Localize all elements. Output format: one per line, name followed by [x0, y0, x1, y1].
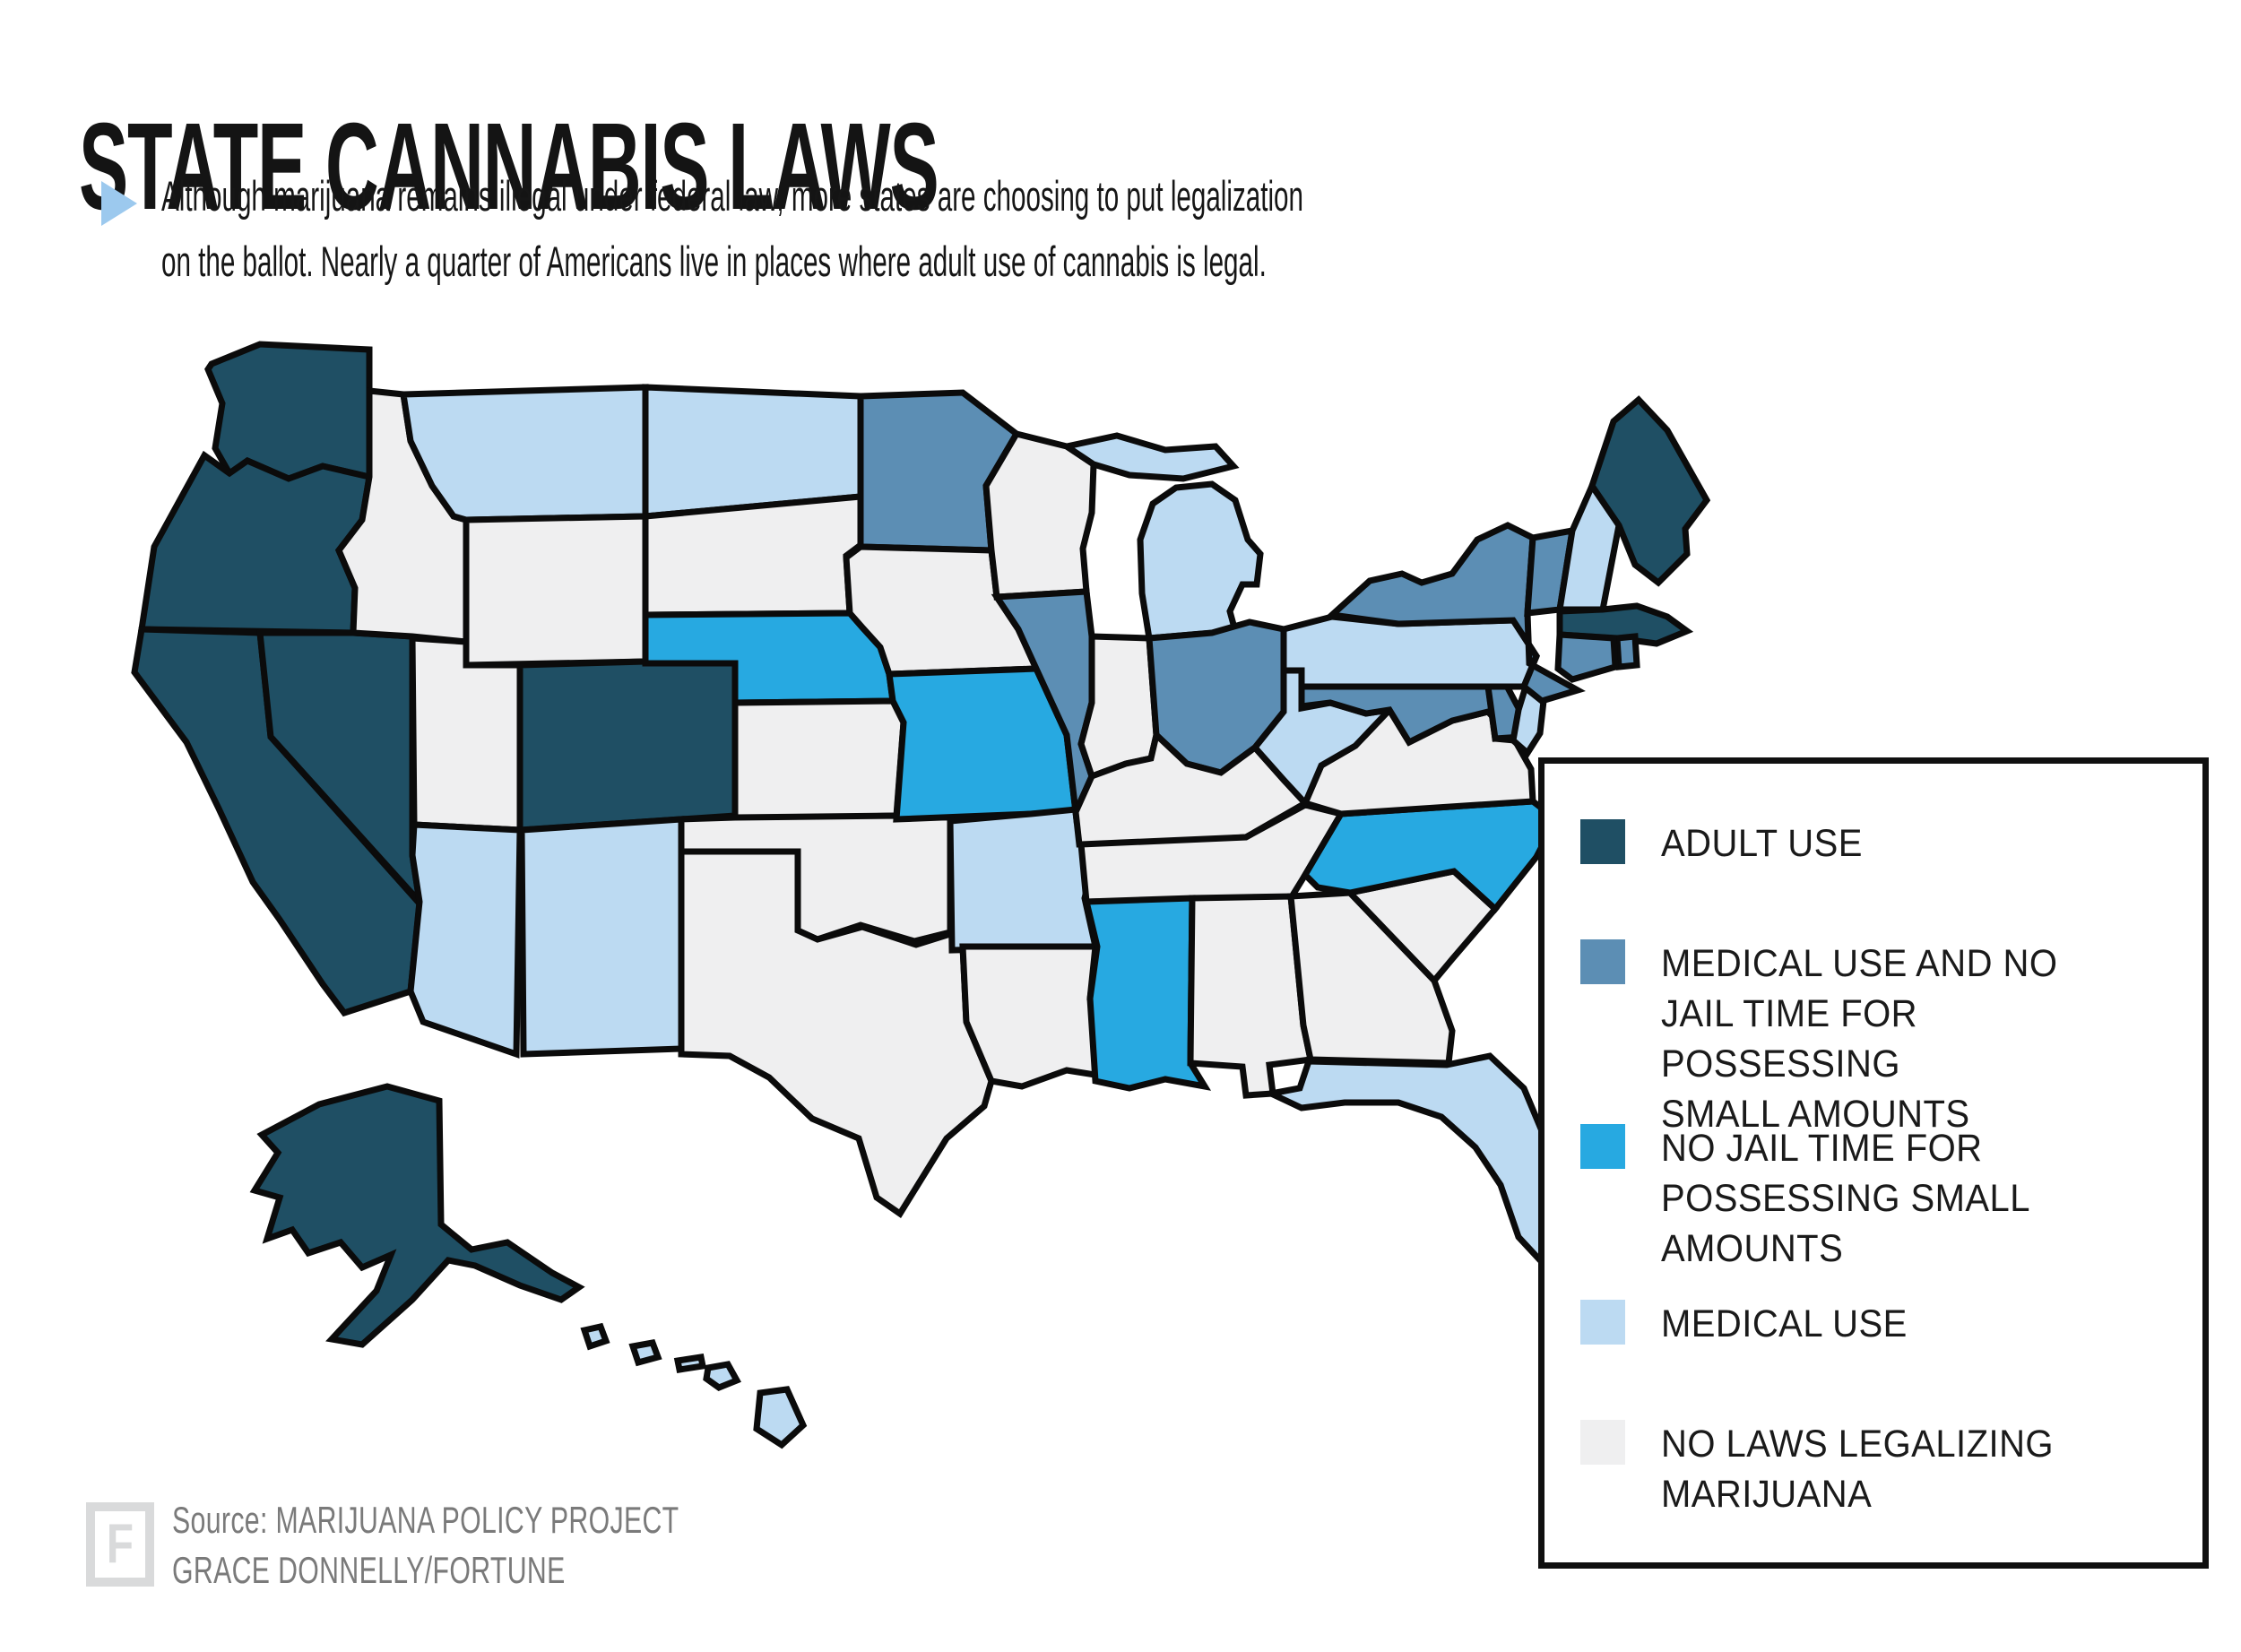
state-TX: Texas [678, 848, 995, 1218]
subtitle-line-1: Although marijuana remains illegal under… [161, 172, 1303, 220]
state-MT: Montana [399, 384, 649, 523]
legend-label-medical-decrim: MEDICAL USE AND NO JAIL TIME FOR POSSESS… [1661, 942, 2058, 1136]
state-ME: Maine [1588, 395, 1711, 587]
legend-label-decrim: NO JAIL TIME FOR POSSESSING SMALL AMOUNT… [1661, 1127, 2030, 1270]
subtitle: Although marijuana remains illegal under… [161, 163, 2223, 295]
state-MS: Mississippi [1082, 895, 1212, 1092]
state-AZ: Arizona [407, 821, 523, 1059]
legend-item-medical: MEDICAL USE [1580, 1300, 1925, 1350]
state-CO: Colorado [516, 658, 739, 834]
legend-swatch-no-laws [1580, 1420, 1625, 1465]
page-title: STATE CANNABIS LAWS [79, 98, 939, 237]
legend-item-no-laws: NO LAWS LEGALIZING MARIJUANA [1580, 1420, 2083, 1520]
source-line: Source: MARIJUANA POLICY PROJECT [172, 1499, 679, 1541]
state-NH: New Hampshire [1555, 479, 1622, 613]
credit-line: GRACE DONNELLY/FORTUNE [172, 1548, 566, 1591]
state-RI: Rhode Island [1614, 633, 1640, 670]
state-MI: Michigan [1059, 432, 1264, 642]
subtitle-line-2: on the ballot. Nearly a quarter of Ameri… [161, 238, 1267, 286]
state-WY: Wyoming [463, 513, 649, 669]
state-PA: Pennsylvania [1280, 613, 1540, 690]
state-AK: Alaska [249, 1083, 585, 1348]
legend-swatch-decrim [1580, 1124, 1625, 1169]
state-UT: Utah [409, 635, 523, 834]
state-KS: Kansas [731, 697, 907, 823]
state-NM: New Mexico [518, 816, 685, 1058]
legend-label-medical: MEDICAL USE [1661, 1302, 1908, 1345]
state-IN: Indiana [1077, 633, 1160, 781]
legend-item-medical-decrim: MEDICAL USE AND NO JAIL TIME FOR POSSESS… [1580, 939, 2202, 1140]
map-legend: ADULT USE MEDICAL USE AND NO JAIL TIME F… [1538, 757, 2209, 1569]
legend-swatch-medical-decrim [1580, 939, 1625, 984]
state-WI: Wisconsin [982, 429, 1097, 601]
state-WA: Washington [204, 341, 373, 482]
fortune-logo-letter: F [106, 1513, 134, 1575]
us-choropleth-map: WashingtonOregonCaliforniaNevadaIdahoMon… [54, 314, 1757, 1452]
state-HI: Hawaii [580, 1322, 808, 1449]
state-CT: Connecticut [1554, 631, 1619, 683]
fortune-logo: F [86, 1502, 154, 1587]
legend-item-decrim: NO JAIL TIME FOR POSSESSING SMALL AMOUNT… [1580, 1124, 2058, 1275]
legend-label-no-laws: NO LAWS LEGALIZING MARIJUANA [1661, 1423, 2055, 1516]
source-credit: Source: MARIJUANA POLICY PROJECT GRACE D… [172, 1495, 876, 1596]
legend-swatch-medical [1580, 1300, 1625, 1345]
legend-swatch-adult-use [1580, 819, 1625, 864]
state-SD: South Dakota [642, 493, 864, 618]
state-FL: Florida [1260, 1052, 1569, 1267]
state-AR: Arkansas [947, 805, 1100, 954]
play-triangle-icon [101, 181, 137, 226]
legend-label-adult-use: ADULT USE [1661, 822, 1863, 865]
legend-item-adult-use: ADULT USE [1580, 819, 1878, 869]
state-OR: Oregon [137, 450, 373, 636]
us-map-svg: WashingtonOregonCaliforniaNevadaIdahoMon… [131, 341, 1711, 1449]
